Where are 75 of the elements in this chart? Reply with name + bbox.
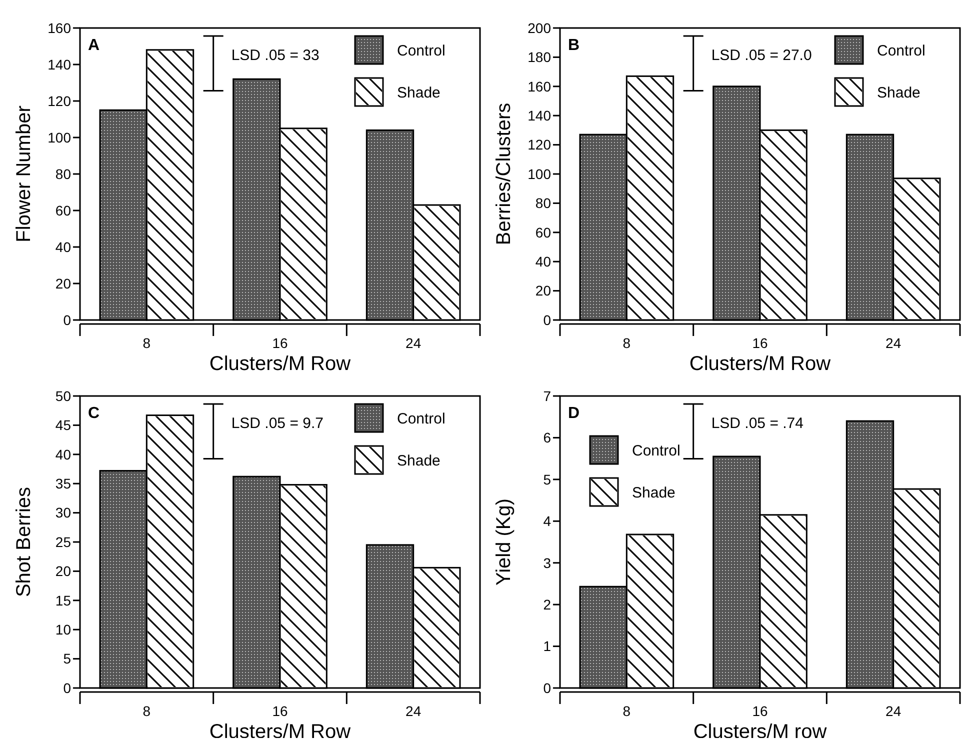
y-tick-label: 60 [535, 224, 552, 240]
y-tick-label: 120 [48, 92, 72, 109]
y-tick-label: 180 [528, 49, 552, 66]
annotation: B [568, 37, 580, 54]
legend-label: Shade [397, 84, 440, 102]
x-tick-label: 24 [406, 335, 422, 351]
y-tick-label: 40 [55, 238, 72, 255]
y-tick-label: 200 [528, 20, 552, 36]
x-axis-title: Clusters/M Row [209, 353, 352, 375]
y-tick-label: 3 [543, 554, 552, 571]
y-axis-title: Flower Number [13, 105, 35, 242]
y-tick-label: 20 [535, 282, 552, 299]
legend-label: Control [632, 442, 680, 460]
y-tick-label: 40 [535, 254, 552, 270]
y-tick-label: 45 [55, 417, 72, 434]
y-tick-label: 100 [48, 129, 72, 146]
annotation: D [568, 405, 580, 422]
legend-label: Control [877, 42, 926, 60]
legend-label: Control [397, 42, 446, 60]
y-tick-label: 100 [528, 166, 552, 182]
y-tick-label: 0 [63, 680, 72, 696]
y-tick-label: 15 [55, 592, 72, 608]
x-axis-title: Clusters/M row [693, 721, 828, 743]
y-tick-label: 50 [55, 388, 72, 404]
y-tick-label: 80 [55, 166, 72, 182]
annotation: LSD .05 = .74 [711, 415, 804, 432]
y-tick-label: 60 [55, 202, 72, 218]
y-tick-label: 0 [543, 680, 552, 696]
y-tick-label: 160 [528, 78, 552, 94]
x-axis-title: Clusters/M Row [209, 721, 352, 743]
y-tick-label: 30 [55, 504, 72, 521]
y-tick-label: 35 [55, 476, 72, 492]
x-tick-label: 8 [142, 335, 151, 351]
x-tick-label: 16 [752, 335, 768, 351]
y-tick-label: 140 [48, 56, 72, 72]
legend-label: Shade [877, 84, 920, 102]
y-tick-label: 0 [63, 312, 72, 328]
y-tick-label: 160 [48, 20, 72, 36]
y-tick-label: 1 [543, 638, 552, 654]
y-axis-title: Berries/Clusters [493, 102, 515, 246]
annotation: LSD .05 = 33 [231, 47, 320, 64]
y-tick-label: 140 [528, 108, 552, 124]
y-tick-label: 80 [535, 195, 552, 212]
legend-label: Shade [632, 484, 676, 502]
annotation: A [88, 37, 100, 54]
y-tick-label: 5 [63, 650, 72, 667]
y-tick-label: 5 [543, 471, 552, 488]
x-tick-label: 16 [272, 703, 288, 719]
y-tick-label: 120 [528, 136, 552, 153]
y-tick-label: 4 [543, 513, 552, 530]
x-tick-label: 8 [142, 703, 151, 719]
legend-label: Shade [397, 452, 440, 470]
x-tick-label: 16 [272, 335, 288, 351]
y-tick-label: 25 [55, 534, 72, 550]
x-tick-label: 24 [886, 335, 902, 351]
x-tick-label: 24 [406, 703, 422, 719]
y-axis-title: Yield (Kg) [493, 498, 515, 586]
y-tick-label: 7 [543, 388, 552, 404]
x-tick-label: 8 [622, 335, 631, 351]
annotation: C [88, 405, 100, 422]
y-tick-label: 6 [543, 430, 552, 446]
x-tick-label: 16 [752, 703, 768, 719]
y-tick-label: 40 [55, 446, 72, 462]
x-axis-title: Clusters/M Row [689, 353, 832, 375]
x-tick-label: 24 [886, 703, 902, 719]
y-tick-label: 0 [543, 312, 552, 328]
y-tick-label: 20 [55, 563, 72, 580]
legend-label: Control [397, 410, 446, 428]
x-tick-label: 8 [622, 703, 631, 719]
y-tick-label: 10 [55, 622, 72, 638]
y-tick-label: 2 [543, 596, 552, 612]
y-tick-label: 20 [55, 275, 72, 292]
annotation: LSD .05 = 27.0 [711, 47, 812, 64]
y-axis-title: Shot Berries [13, 486, 35, 598]
annotation: LSD .05 = 9.7 [231, 415, 324, 432]
